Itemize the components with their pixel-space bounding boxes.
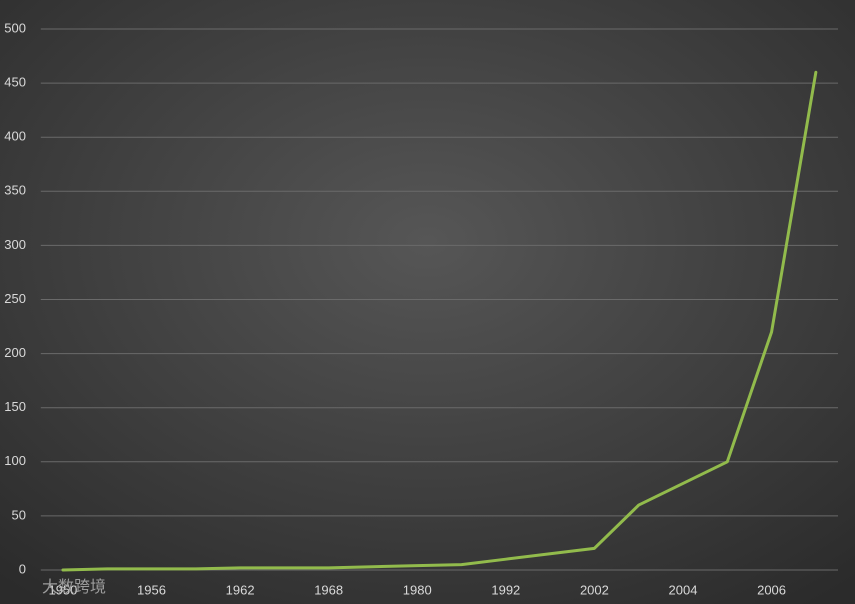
y-tick-label: 500	[4, 20, 26, 35]
x-tick-label: 2006	[757, 582, 786, 597]
line-series	[61, 70, 818, 572]
y-tick-label: 450	[4, 75, 26, 90]
y-tick-label: 200	[4, 345, 26, 360]
y-tick-label: 150	[4, 399, 26, 414]
x-tick-label: 2002	[580, 582, 609, 597]
x-tick-label: 1968	[314, 582, 343, 597]
y-tick-label: 0	[19, 561, 26, 576]
y-tick-label: 300	[4, 237, 26, 252]
x-tick-label: 1992	[491, 582, 520, 597]
x-tick-label: 1962	[226, 582, 255, 597]
watermark: 大数跨境	[42, 577, 106, 596]
x-tick-label: 2004	[669, 582, 698, 597]
y-tick-label: 50	[12, 507, 26, 522]
x-tick-label: 1980	[403, 582, 432, 597]
y-tick-label: 100	[4, 453, 26, 468]
x-tick-label: 1950	[48, 582, 77, 597]
y-tick-label: 350	[4, 183, 26, 198]
x-tick-label: 1956	[137, 582, 166, 597]
y-tick-label: 250	[4, 291, 26, 306]
y-tick-label: 400	[4, 129, 26, 144]
